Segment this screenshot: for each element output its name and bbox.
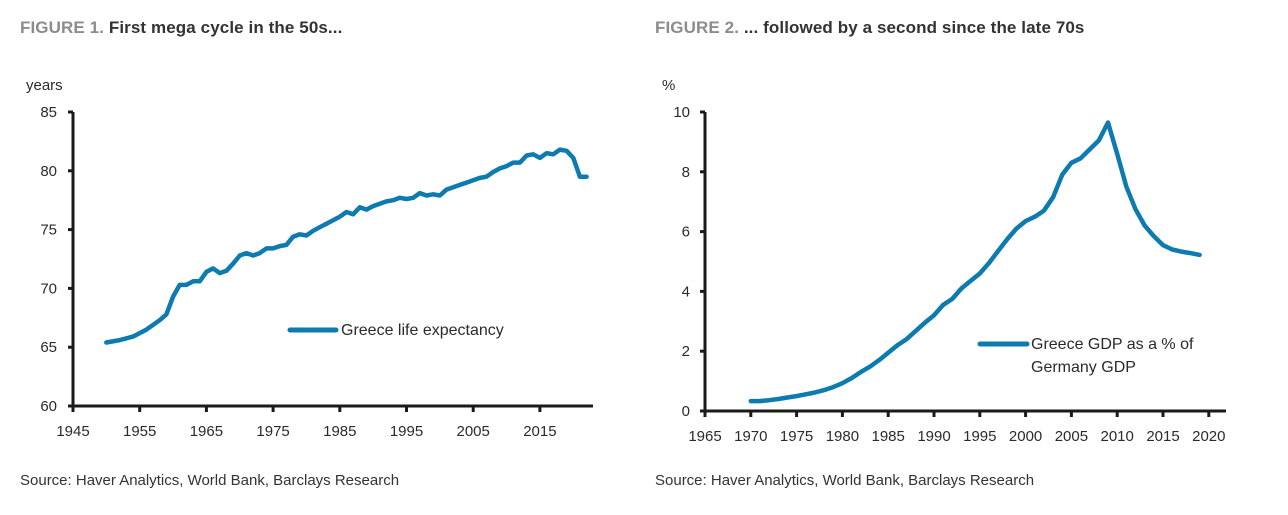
x-tick-label: 1965 — [190, 423, 223, 440]
x-tick-label: 2015 — [523, 423, 556, 440]
figure-1-title: FIGURE 1. First mega cycle in the 50s... — [20, 18, 342, 38]
x-tick-label: 1965 — [688, 428, 721, 445]
legend-label: Germany GDP — [1031, 359, 1136, 376]
figure-2-source: Source: Haver Analytics, World Bank, Bar… — [655, 472, 1035, 489]
figure-1-source: Source: Haver Analytics, World Bank, Bar… — [20, 472, 400, 489]
x-tick-label: 2010 — [1101, 428, 1134, 445]
x-tick-label: 1975 — [780, 428, 813, 445]
x-tick-label: 1980 — [826, 428, 859, 445]
y-tick-label: 0 — [682, 403, 690, 420]
x-tick-label: 2005 — [1055, 428, 1088, 445]
series-line — [748, 120, 1202, 404]
x-tick-label: 1970 — [734, 428, 767, 445]
series-line — [104, 147, 589, 345]
x-tick-label: 2000 — [1009, 428, 1042, 445]
y-axis-unit-label: years — [26, 77, 63, 94]
figure-1-heading: First mega cycle in the 50s... — [108, 18, 343, 37]
y-tick-label: 2 — [682, 343, 690, 360]
x-tick-label: 1985 — [323, 423, 356, 440]
figure-1-number: FIGURE 1. — [20, 18, 105, 37]
x-tick-label: 1945 — [56, 423, 89, 440]
legend-label: Greece life expectancy — [341, 322, 504, 339]
y-tick-label: 6 — [682, 224, 690, 241]
figure-2-number: FIGURE 2. — [655, 18, 740, 37]
y-tick-label: 65 — [40, 339, 57, 356]
x-tick-label: 1985 — [872, 428, 905, 445]
y-tick-label: 60 — [40, 398, 57, 415]
y-axis-unit-label: % — [662, 77, 675, 94]
x-tick-label: 1955 — [123, 423, 156, 440]
y-tick-label: 80 — [40, 163, 57, 180]
x-tick-label: 1990 — [917, 428, 950, 445]
x-tick-label: 1975 — [256, 423, 289, 440]
chart-gdp-ratio: % 0 2 4 6 8 10 1965 1970 1975 1980 1985 1990 1995 2000… — [662, 77, 1226, 445]
figure-2-title: FIGURE 2. ... followed by a second since… — [655, 18, 1085, 38]
y-tick-label: 85 — [40, 104, 57, 121]
x-tick-label: 1995 — [390, 423, 423, 440]
legend-label: Greece GDP as a % of — [1031, 336, 1194, 353]
x-tick-label: 2005 — [457, 423, 490, 440]
y-tick-label: 70 — [40, 280, 57, 297]
figure-2-heading: ... followed by a second since the late … — [743, 18, 1085, 37]
x-tick-label: 2020 — [1192, 428, 1225, 445]
x-tick-label: 2015 — [1146, 428, 1179, 445]
x-tick-label: 1995 — [963, 428, 996, 445]
chart-life-expectancy: years 60 65 70 75 80 85 1945 1955 1965 1975 1985 199… — [26, 77, 593, 440]
y-tick-label: 75 — [40, 222, 57, 239]
y-tick-label: 8 — [682, 164, 690, 181]
y-tick-label: 4 — [682, 283, 690, 300]
y-tick-label: 10 — [673, 104, 690, 121]
